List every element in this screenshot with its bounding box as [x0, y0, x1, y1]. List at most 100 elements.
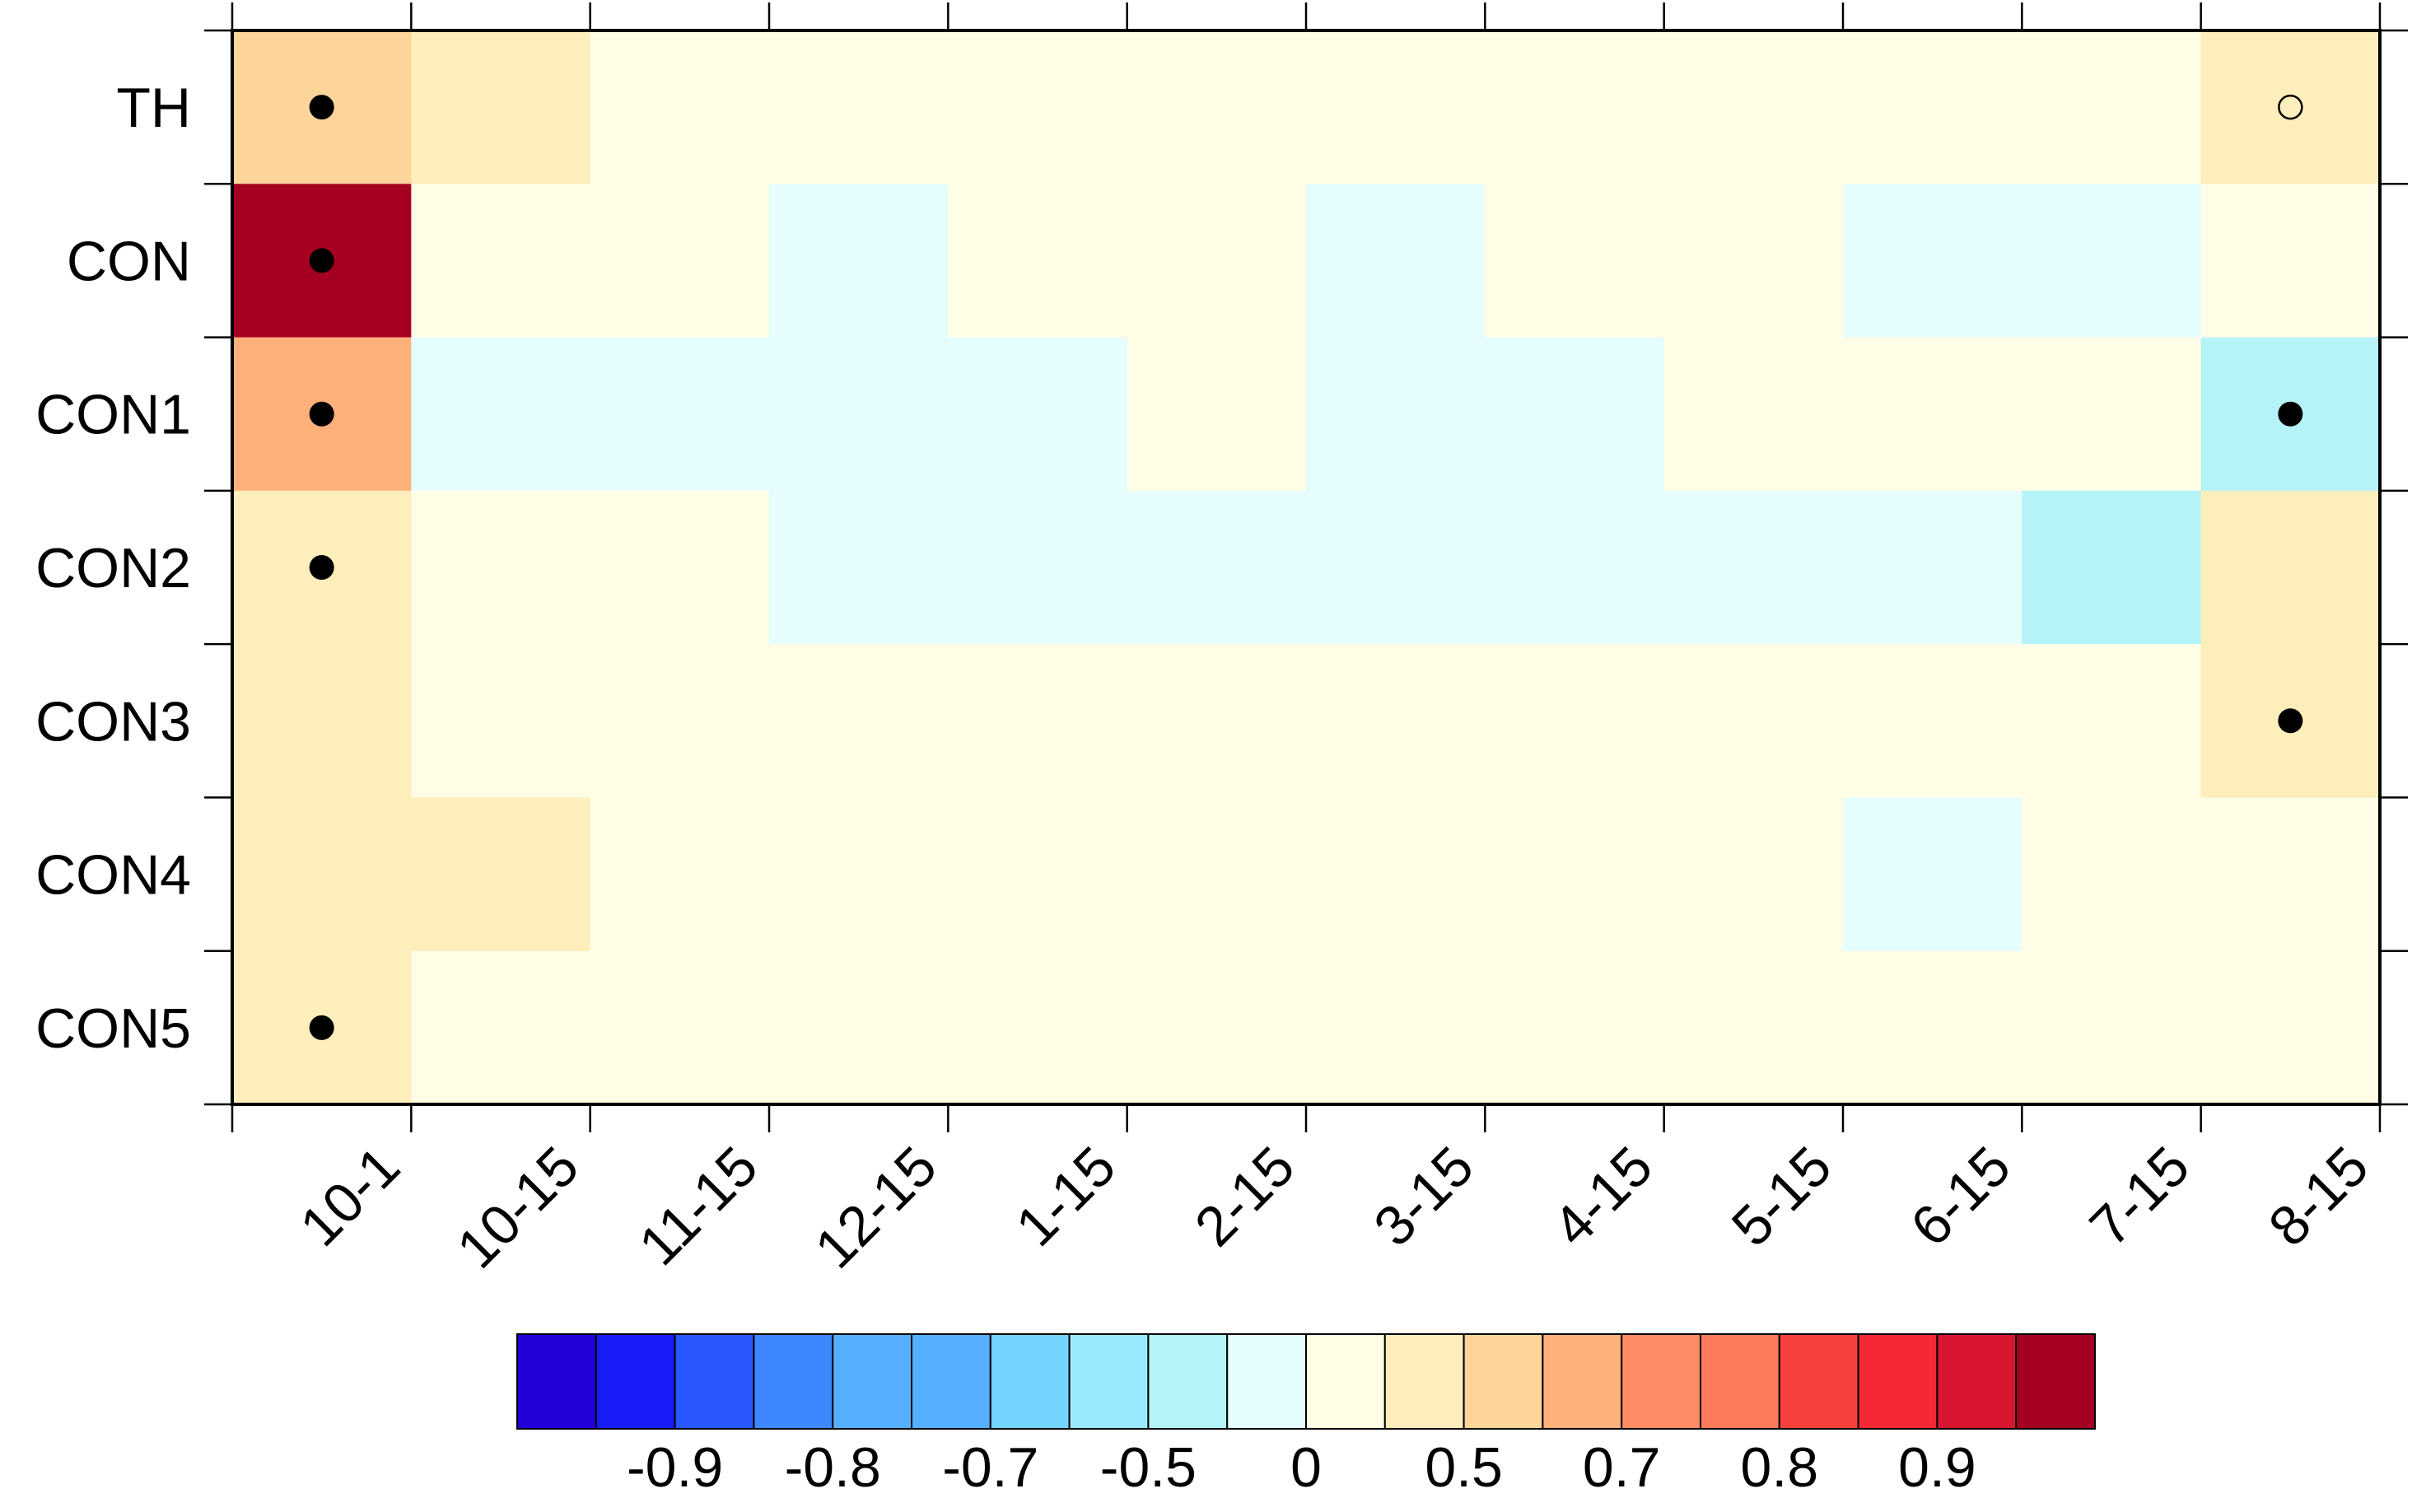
x-tick-label: 4-15: [1541, 1135, 1664, 1258]
cell: [2022, 950, 2202, 1105]
cell: [590, 337, 770, 492]
colorbar-label: 0.9: [1898, 1436, 1976, 1499]
y-tick-label: TH: [116, 77, 191, 139]
cell: [411, 337, 591, 492]
cell: [2200, 950, 2381, 1105]
colorbar-label: -0.5: [1100, 1436, 1197, 1499]
colorbar-box: [1542, 1333, 1623, 1430]
cell: [1306, 490, 1486, 645]
x-tick-label: 3-15: [1362, 1135, 1486, 1258]
colorbar-box: [832, 1333, 913, 1430]
colorbar-label: 0: [1290, 1436, 1322, 1499]
significance-dot: [309, 555, 334, 580]
cell: [948, 797, 1128, 952]
colorbar-box: [753, 1333, 834, 1430]
cell: [2022, 184, 2202, 338]
cell: [590, 184, 770, 338]
cell: [2022, 797, 2202, 952]
cell: [1843, 797, 2022, 952]
cell: [1127, 644, 1307, 798]
colorbar-box: [1936, 1333, 2018, 1430]
cell: [1127, 337, 1307, 492]
cell: [1127, 184, 1307, 338]
cell: [1306, 950, 1486, 1105]
colorbar-box: [1147, 1333, 1229, 1430]
cell: [1663, 184, 1844, 338]
colorbar-label: 0.7: [1583, 1436, 1661, 1499]
cell: [769, 30, 949, 184]
colorbar-box: [1305, 1333, 1386, 1430]
cell: [948, 337, 1128, 492]
cell: [1306, 30, 1486, 184]
cell: [948, 490, 1128, 645]
colorbar-box: [989, 1333, 1071, 1430]
cell: [2200, 797, 2381, 952]
cell: [769, 950, 949, 1105]
cell: [1843, 490, 2022, 645]
colorbar-box: [1778, 1333, 1859, 1430]
colorbar-label: 0.8: [1741, 1436, 1819, 1499]
cell: [411, 490, 591, 645]
significance-dot: [309, 95, 334, 120]
cell: [769, 644, 949, 798]
open-dot: [2278, 94, 2303, 120]
cell: [1843, 184, 2022, 338]
cell: [1485, 30, 1665, 184]
x-tick-label: 2-15: [1183, 1135, 1307, 1258]
cell: [948, 950, 1128, 1105]
cell: [1485, 490, 1665, 645]
cell: [1485, 644, 1665, 798]
y-tick-label: CON4: [35, 844, 191, 907]
colorbar-box: [1383, 1333, 1465, 1430]
cell: [1663, 337, 1844, 492]
cell: [1485, 950, 1665, 1105]
x-tick-label: 10-1: [288, 1135, 412, 1258]
cell: [590, 797, 770, 952]
cell: [1485, 184, 1665, 338]
colorbar-box: [1226, 1333, 1307, 1430]
cell: [1663, 797, 1844, 952]
x-tick-label: 11-15: [627, 1135, 769, 1277]
cell: [590, 950, 770, 1105]
significance-dot: [2278, 708, 2303, 734]
cell: [1843, 950, 2022, 1105]
cell: [1127, 797, 1307, 952]
cell: [1663, 30, 1844, 184]
cell: [411, 644, 591, 798]
colorbar-box: [1463, 1333, 1544, 1430]
x-tick-label: 12-15: [803, 1135, 949, 1281]
cell: [1306, 337, 1486, 492]
y-tick-label: CON5: [35, 997, 191, 1060]
colorbar-box: [1857, 1333, 1938, 1430]
cell: [1306, 644, 1486, 798]
colorbar-box: [911, 1333, 991, 1430]
significance-dot: [309, 248, 334, 273]
colorbar-label: -0.9: [627, 1436, 723, 1499]
cell: [411, 797, 591, 952]
y-tick-label: CON2: [35, 537, 191, 600]
significance-dot: [309, 1015, 334, 1040]
cell: [769, 184, 949, 338]
cell: [590, 30, 770, 184]
cell: [2200, 490, 2381, 645]
x-tick-label: 8-15: [2257, 1135, 2381, 1258]
cell: [1127, 30, 1307, 184]
x-tick-label: 1-15: [1004, 1135, 1127, 1258]
significance-dot: [309, 401, 334, 427]
colorbar-box: [2015, 1333, 2096, 1430]
cell: [948, 30, 1128, 184]
cell: [2200, 30, 2381, 184]
cell: [1127, 950, 1307, 1105]
cell: [948, 184, 1128, 338]
y-tick-label: CON: [67, 230, 191, 292]
significance-dot: [2278, 401, 2303, 427]
cell: [411, 184, 591, 338]
cell: [411, 950, 591, 1105]
colorbar-box: [1621, 1333, 1701, 1430]
cell: [948, 644, 1128, 798]
colorbar-box: [516, 1333, 597, 1430]
cell: [1843, 644, 2022, 798]
cell: [2022, 490, 2202, 645]
x-tick-label: 6-15: [1899, 1135, 2022, 1258]
cell: [232, 797, 412, 952]
